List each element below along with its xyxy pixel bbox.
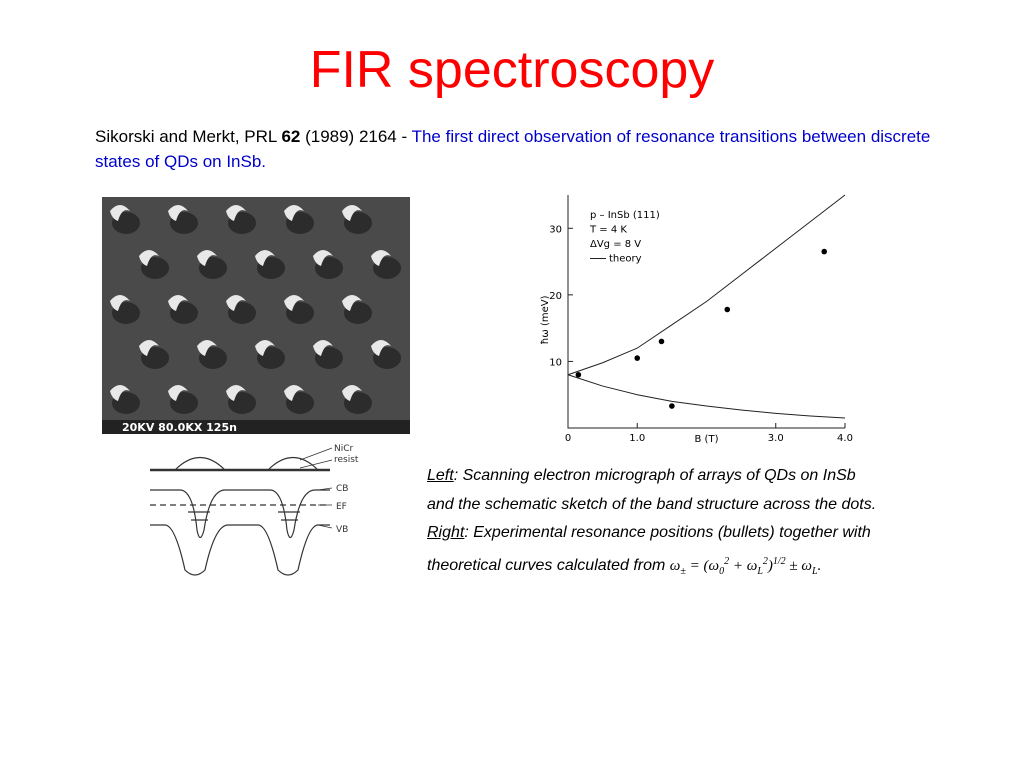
label-leaders [299, 447, 333, 529]
legend-text: theory [609, 254, 642, 265]
dot [139, 250, 159, 266]
formula-part: 2 [762, 555, 768, 567]
y-tick-label: 10 [549, 357, 562, 368]
data-point [575, 371, 582, 378]
theory-curve [567, 194, 846, 376]
dot-levels [188, 511, 300, 521]
dot [226, 205, 246, 221]
x-tick-label: 0 [565, 433, 571, 444]
citation: Sikorski and Merkt, PRL 62 (1989) 2164 -… [95, 124, 935, 174]
dot [226, 385, 246, 401]
dot-pattern [110, 205, 401, 414]
schematic-label: VB [336, 525, 348, 535]
formula-part: . [817, 557, 822, 574]
data-point [724, 306, 731, 313]
caption-line: : Experimental resonance positions (bull… [464, 524, 871, 541]
legend-text: ΔVg = 8 V [590, 239, 641, 250]
theory-curve [567, 374, 846, 419]
dot [342, 295, 362, 311]
legend-text: T = 4 K [589, 225, 627, 236]
data-point [669, 403, 675, 409]
formula-part: L [811, 565, 818, 577]
caption-right-label: Right [427, 524, 465, 541]
conduction-band [150, 489, 330, 539]
formula-part: ± ω [785, 557, 812, 574]
caption-line: : Scanning electron micrograph of arrays… [453, 467, 856, 484]
formula-part: = (ω [685, 557, 720, 574]
dot [313, 340, 333, 356]
dot [371, 340, 391, 356]
citation-rest: (1989) 2164 - [300, 127, 412, 146]
micrograph-label: 20KV 80.0KX 125n [122, 421, 237, 434]
dot [284, 205, 304, 221]
schematic [150, 447, 333, 576]
schematic-label: EF [336, 502, 347, 512]
resonance-plot: 10 20 30 0 1.0 3.0 4.0 B (T) ħω (meV) p – InSb (1… [540, 194, 853, 445]
caption: Left: Scanning electron micrograph of ar… [427, 462, 876, 586]
dot [313, 250, 333, 266]
x-axis-label: B (T) [695, 434, 719, 445]
schematic-label: NiCr [334, 444, 354, 454]
x-tick-label: 4.0 [837, 433, 853, 444]
data-point [658, 338, 665, 345]
dot [168, 205, 188, 221]
dot [168, 385, 188, 401]
formula-part: + ω [729, 557, 758, 574]
citation-authors: Sikorski and Merkt, PRL [95, 127, 282, 146]
formula-part: 0 [719, 565, 725, 577]
dot [139, 340, 159, 356]
formula-part: ) [767, 557, 773, 574]
dot [168, 295, 188, 311]
formula: ω± = (ω02 + ωL2)1/2 ± ωL. [669, 555, 822, 577]
data-point [821, 248, 828, 255]
caption-left-label: Left [427, 467, 454, 484]
dot [197, 250, 217, 266]
y-axis-label: ħω (meV) [540, 295, 551, 344]
formula-part: ± [680, 565, 686, 577]
x-tick-label: 1.0 [629, 433, 645, 444]
formula-part: ω [669, 557, 681, 574]
slide-title: FIR spectroscopy [309, 41, 715, 99]
dot [255, 340, 275, 356]
dot [342, 205, 362, 221]
valence-band [150, 524, 330, 576]
y-tick-label: 20 [549, 291, 562, 302]
caption-line: and the schematic sketch of the band str… [427, 495, 877, 513]
citation-volume: 62 [281, 127, 301, 146]
formula-part: L [757, 565, 763, 577]
citation-summary: The first direct observation of resonanc… [95, 127, 931, 171]
dot [284, 295, 304, 311]
formula-part: 2 [724, 555, 730, 567]
schematic-label: CB [336, 484, 348, 494]
data-point [634, 355, 641, 361]
dot [284, 385, 304, 401]
micrograph: 20KV 80.0KX 125n [102, 197, 410, 434]
dot [371, 250, 391, 266]
caption-line: theoretical curves calculated from [427, 556, 666, 574]
dot [197, 340, 217, 356]
dot [110, 205, 130, 221]
schematic-label: resist [334, 455, 359, 465]
dot [342, 385, 362, 401]
micrograph-bar [102, 420, 410, 434]
dot [226, 295, 246, 311]
formula-part: 1/2 [772, 555, 786, 567]
x-tick-label: 3.0 [768, 433, 784, 444]
legend-text: p – InSb (111) [590, 210, 660, 221]
resist-bumps [174, 456, 319, 471]
dot [255, 250, 275, 266]
y-tick-label: 30 [549, 224, 562, 235]
dot [110, 295, 130, 311]
dot [110, 385, 130, 401]
